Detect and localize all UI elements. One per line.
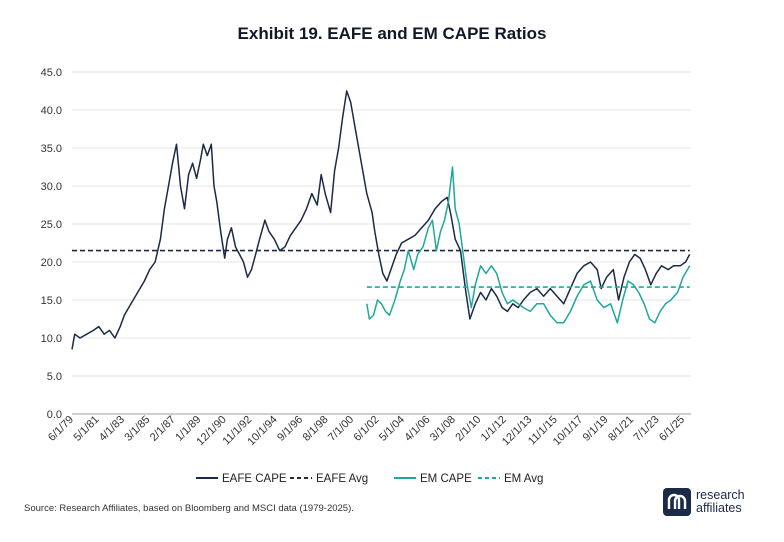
legend-label: EM Avg <box>504 473 543 485</box>
x-tick-label: 7/1/00 <box>326 414 356 444</box>
x-tick-label: 4/1/83 <box>97 414 127 444</box>
legend-label: EAFE CAPE <box>222 473 287 485</box>
y-tick-label: 30.0 <box>41 181 62 193</box>
y-axis: 0.0 5.0 10.0 15.0 20.0 25.0 30.0 35.0 40.0 45.0 <box>41 67 62 421</box>
x-tick-label: 3/1/85 <box>122 414 152 444</box>
series-line-0 <box>71 90 691 350</box>
x-tick-label: 2/1/10 <box>453 414 483 444</box>
x-tick-label: 4/1/06 <box>402 414 432 444</box>
logo-mark-icon <box>663 488 691 516</box>
x-tick-label: 9/1/19 <box>581 414 611 444</box>
x-tick-label: 2/1/87 <box>148 414 178 444</box>
legend-label: EAFE Avg <box>316 473 368 485</box>
x-tick-label: 5/1/81 <box>71 414 101 444</box>
series-line-2 <box>366 166 691 324</box>
logo-line-2: affiliates <box>696 501 742 515</box>
gridlines <box>72 71 691 415</box>
brand-logo: research affiliates <box>663 488 773 516</box>
x-tick-label: 9/1/96 <box>275 414 305 444</box>
y-tick-label: 15.0 <box>41 295 62 307</box>
x-axis: 6/1/795/1/814/1/833/1/852/1/871/1/8912/1… <box>46 414 687 448</box>
y-tick-label: 5.0 <box>47 371 62 383</box>
x-tick-label: 6/1/02 <box>352 414 382 444</box>
legend: EAFE CAPE EAFE Avg EM CAPE EM Avg <box>196 473 543 485</box>
y-tick-label: 10.0 <box>41 333 62 345</box>
series-lines <box>71 90 691 350</box>
y-tick-label: 25.0 <box>41 219 62 231</box>
x-tick-label: 6/1/25 <box>657 414 687 444</box>
logo-line-1: research <box>696 488 745 502</box>
source-note: Source: Research Affiliates, based on Bl… <box>24 503 354 514</box>
y-tick-label: 35.0 <box>41 143 62 155</box>
y-tick-label: 45.0 <box>41 67 62 79</box>
y-tick-label: 0.0 <box>47 409 62 421</box>
legend-label: EM CAPE <box>420 473 472 485</box>
x-tick-label: 8/1/98 <box>301 414 331 444</box>
y-tick-label: 20.0 <box>41 257 62 269</box>
x-tick-label: 8/1/21 <box>606 414 636 444</box>
logo-text: research affiliates <box>696 489 745 515</box>
x-tick-label: 7/1/23 <box>632 414 662 444</box>
x-tick-label: 3/1/08 <box>428 414 458 444</box>
chart-title: Exhibit 19. EAFE and EM CAPE Ratios <box>237 24 547 43</box>
y-tick-label: 40.0 <box>41 105 62 117</box>
x-tick-label: 5/1/04 <box>377 414 407 444</box>
